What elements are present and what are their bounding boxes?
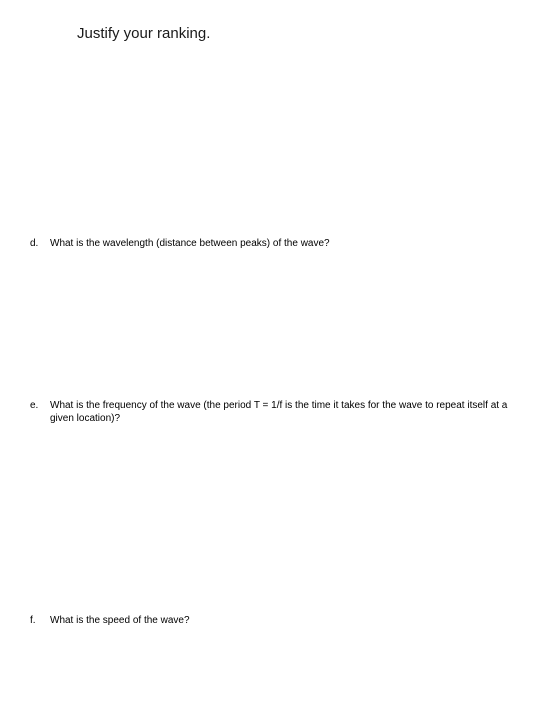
document-page: Justify your ranking. d. What is the wav… [0,0,552,702]
question-d: d. What is the wavelength (distance betw… [30,237,522,251]
question-d-label: d. [30,237,50,251]
question-f-label: f. [30,614,50,628]
question-e-label: e. [30,399,50,413]
question-f: f. What is the speed of the wave? [30,614,522,628]
heading-text: Justify your ranking. [77,25,522,42]
question-d-text: What is the wavelength (distance between… [50,237,522,251]
question-e: e. What is the frequency of the wave (th… [30,399,522,426]
question-e-text: What is the frequency of the wave (the p… [50,399,522,426]
question-f-text: What is the speed of the wave? [50,614,522,628]
